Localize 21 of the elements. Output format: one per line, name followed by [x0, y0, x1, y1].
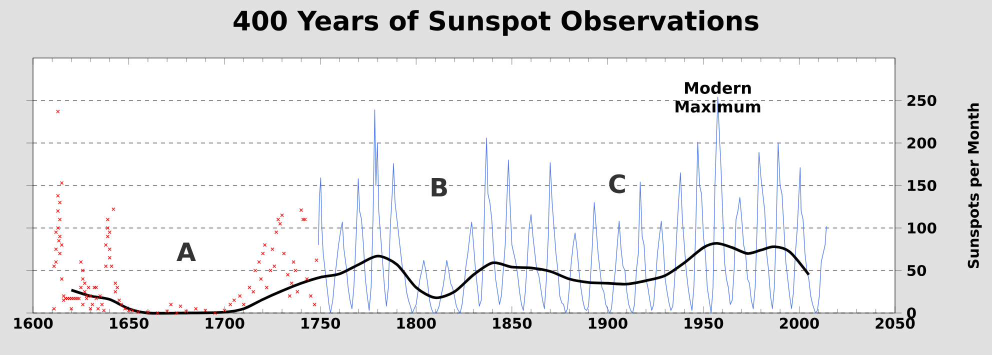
x-tick-label: 2000: [780, 318, 819, 329]
x-tick-label: 1800: [397, 318, 436, 329]
y-axis-title: Sunspots per Month: [968, 103, 982, 268]
x-tick-label: 1650: [110, 318, 148, 329]
x-tick-label: 1900: [588, 318, 628, 329]
annotation: A: [176, 242, 196, 262]
chart-title: 400 Years of Sunspot Observations: [234, 10, 758, 36]
y-tick-label: 100: [908, 222, 936, 234]
x-tick-label: 1600: [14, 318, 53, 329]
x-tick-label: 2050: [876, 318, 915, 329]
y-tick-label: 50: [908, 264, 926, 276]
x-tick-label: 1750: [302, 318, 340, 329]
y-tick-label: 0: [907, 307, 916, 319]
y-tick-label: 200: [908, 137, 936, 149]
annotation: B: [432, 178, 447, 196]
x-tick-label: 1950: [684, 318, 724, 329]
y-tick-label: 250: [908, 94, 936, 106]
y-tick-label: 150: [908, 180, 936, 192]
x-tick-label: 1700: [206, 318, 244, 329]
annotation: C: [609, 174, 625, 194]
x-tick-label: 1850: [493, 318, 532, 329]
